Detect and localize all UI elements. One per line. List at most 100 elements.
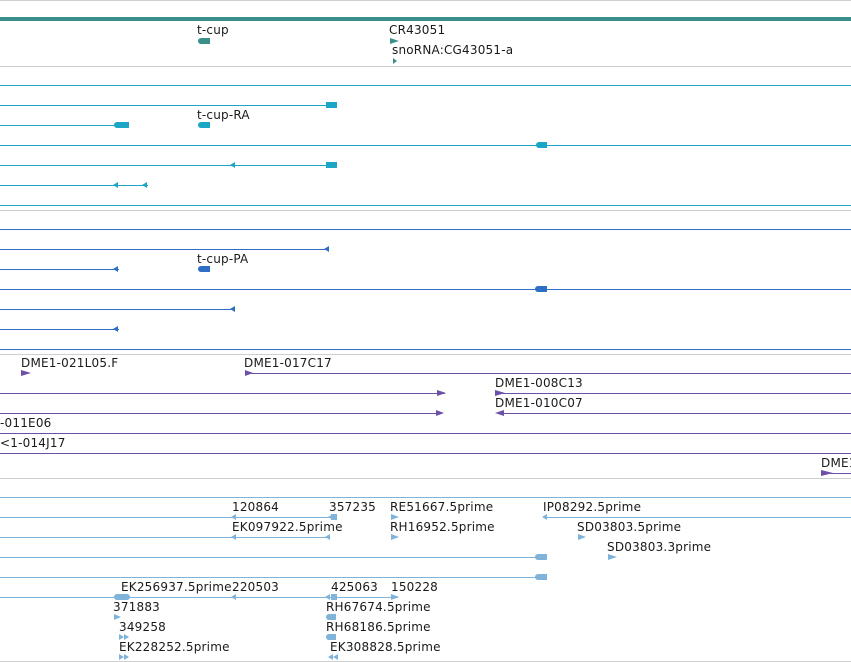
est-feature[interactable] xyxy=(231,594,236,600)
transcript-row[interactable] xyxy=(0,125,122,126)
est-feature[interactable] xyxy=(124,654,129,660)
clone-row[interactable] xyxy=(250,373,851,374)
est-feature[interactable] xyxy=(231,534,236,540)
est-feature[interactable] xyxy=(391,534,399,540)
est-row[interactable] xyxy=(0,497,851,498)
est-label[interactable]: EK308828.5prime xyxy=(330,640,441,654)
gene-t-cup[interactable] xyxy=(198,38,210,44)
protein-row[interactable] xyxy=(0,229,851,230)
clone-feature[interactable] xyxy=(821,470,833,476)
est-label[interactable]: 150228 xyxy=(391,580,439,594)
est-feature[interactable] xyxy=(535,554,547,560)
est-feature[interactable] xyxy=(114,614,121,620)
est-feature[interactable] xyxy=(578,534,586,540)
clone-feature[interactable] xyxy=(495,410,504,416)
transcript-row[interactable] xyxy=(0,145,851,146)
est-feature[interactable] xyxy=(328,654,333,660)
protein-row[interactable] xyxy=(0,269,119,270)
gene-label-snorna[interactable]: snoRNA:CG43051-a xyxy=(392,43,514,57)
est-label[interactable]: EK256937.5prime xyxy=(121,580,232,594)
gene-cr43051[interactable] xyxy=(390,38,399,44)
clone-label[interactable]: -011E06 xyxy=(0,416,52,430)
clone-row[interactable] xyxy=(0,453,851,454)
clone-row[interactable] xyxy=(830,473,851,474)
est-feature[interactable] xyxy=(325,594,330,600)
protein-row[interactable] xyxy=(0,329,119,330)
est-feature[interactable] xyxy=(391,514,399,520)
transcript-row[interactable] xyxy=(0,105,333,106)
est-label[interactable]: EK097922.5prime xyxy=(232,520,343,534)
gene-snorna[interactable] xyxy=(393,58,397,64)
est-feature[interactable] xyxy=(328,514,333,520)
est-row[interactable] xyxy=(0,557,541,558)
clone-row[interactable] xyxy=(0,413,442,414)
est-feature[interactable] xyxy=(325,534,330,540)
transcript-exon xyxy=(326,162,337,168)
protein-row[interactable] xyxy=(0,249,328,250)
clone-row[interactable] xyxy=(502,413,851,414)
clone-label[interactable]: <1-014J17 xyxy=(0,436,66,450)
transcript-t-cup-ra[interactable] xyxy=(198,122,210,128)
clone-feature[interactable] xyxy=(437,390,446,396)
est-feature[interactable] xyxy=(391,594,399,600)
transcript-label-t-cup-ra[interactable]: t-cup-RA xyxy=(197,108,250,122)
est-label[interactable]: RH16952.5prime xyxy=(390,520,495,534)
est-row[interactable] xyxy=(0,517,336,518)
clone-label[interactable]: DME1-010C07 xyxy=(495,396,583,410)
est-label[interactable]: 371883 xyxy=(113,600,161,614)
est-label[interactable]: EK228252.5prime xyxy=(119,640,230,654)
est-feature[interactable] xyxy=(119,654,124,660)
clone-feature[interactable] xyxy=(245,370,253,376)
est-label[interactable]: SD03803.5prime xyxy=(577,520,682,534)
transcript-row[interactable] xyxy=(0,85,851,86)
clone-row[interactable] xyxy=(0,393,445,394)
est-label[interactable]: 120864 xyxy=(232,500,280,514)
est-row[interactable] xyxy=(0,537,330,538)
est-feature[interactable] xyxy=(124,634,129,640)
est-feature[interactable] xyxy=(326,614,336,620)
protein-row[interactable] xyxy=(0,309,235,310)
est-label[interactable]: 357235 xyxy=(329,500,377,514)
est-feature[interactable] xyxy=(231,514,236,520)
transcript-exon xyxy=(113,182,118,188)
est-feature[interactable] xyxy=(114,594,130,600)
est-label[interactable]: RH67674.5prime xyxy=(326,600,431,614)
protein-row[interactable] xyxy=(0,289,851,290)
transcript-row[interactable] xyxy=(0,165,333,166)
clone-row[interactable] xyxy=(0,433,851,434)
est-feature[interactable] xyxy=(331,514,337,520)
est-label[interactable]: RH68186.5prime xyxy=(326,620,431,634)
est-row[interactable] xyxy=(546,517,851,518)
clone-label[interactable]: DME1 xyxy=(821,456,851,470)
clone-label[interactable]: DME1-021L05.F xyxy=(21,356,119,370)
clone-feature[interactable] xyxy=(495,390,505,396)
est-feature[interactable] xyxy=(535,574,547,580)
est-label[interactable]: 425063 xyxy=(331,580,379,594)
est-label[interactable]: 349258 xyxy=(119,620,167,634)
est-label[interactable]: 220503 xyxy=(232,580,280,594)
est-label[interactable]: RE51667.5prime xyxy=(390,500,494,514)
gene-label-t-cup[interactable]: t-cup xyxy=(197,23,229,37)
transcript-row[interactable] xyxy=(0,205,851,206)
est-feature[interactable] xyxy=(331,594,337,600)
est-row[interactable] xyxy=(0,577,541,578)
clone-feature[interactable] xyxy=(436,410,444,416)
est-label[interactable]: IP08292.5prime xyxy=(543,500,642,514)
clone-label[interactable]: DME1-017C17 xyxy=(244,356,332,370)
est-feature[interactable] xyxy=(542,514,547,520)
clone-row[interactable] xyxy=(502,393,851,394)
clone-label[interactable]: DME1-008C13 xyxy=(495,376,583,390)
transcript-row[interactable] xyxy=(0,185,148,186)
protein-t-cup-pa[interactable] xyxy=(198,266,210,272)
protein-row[interactable] xyxy=(0,349,851,350)
gene-label-cr43051[interactable]: CR43051 xyxy=(389,23,446,37)
est-feature[interactable] xyxy=(333,654,338,660)
est-feature[interactable] xyxy=(119,634,124,640)
est-row[interactable] xyxy=(0,597,398,598)
est-feature[interactable] xyxy=(326,634,336,640)
est-label[interactable]: SD03803.3prime xyxy=(607,540,712,554)
est-feature[interactable] xyxy=(608,554,617,560)
protein-label-t-cup-pa[interactable]: t-cup-PA xyxy=(197,252,249,266)
clone-feature[interactable] xyxy=(21,370,31,376)
